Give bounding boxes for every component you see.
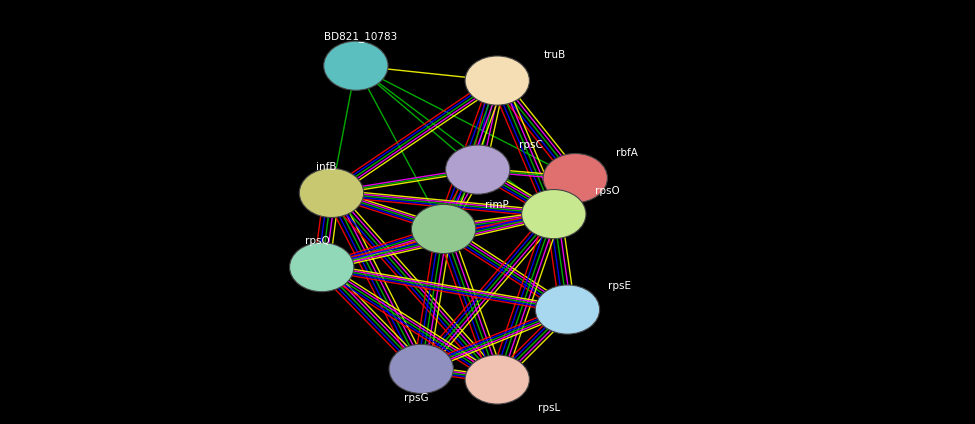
Text: rpsG: rpsG: [404, 393, 429, 403]
Ellipse shape: [411, 204, 476, 254]
Text: rimP: rimP: [485, 200, 508, 210]
Text: BD821_10783: BD821_10783: [324, 31, 398, 42]
Text: rpsL: rpsL: [538, 403, 561, 413]
Text: rbfA: rbfA: [616, 148, 638, 159]
Text: truB: truB: [544, 50, 566, 60]
Ellipse shape: [522, 190, 586, 239]
Text: rpsE: rpsE: [608, 281, 632, 291]
Ellipse shape: [535, 285, 600, 334]
Ellipse shape: [389, 344, 453, 393]
Ellipse shape: [465, 355, 529, 404]
Text: rpsC: rpsC: [519, 140, 542, 150]
Text: infB: infB: [316, 162, 337, 172]
Ellipse shape: [290, 243, 354, 292]
Text: rpsQ: rpsQ: [304, 236, 330, 246]
Ellipse shape: [446, 145, 510, 194]
Ellipse shape: [543, 153, 607, 203]
Ellipse shape: [299, 168, 364, 218]
Ellipse shape: [465, 56, 529, 105]
Ellipse shape: [324, 41, 388, 90]
Text: rpsO: rpsO: [595, 186, 619, 196]
